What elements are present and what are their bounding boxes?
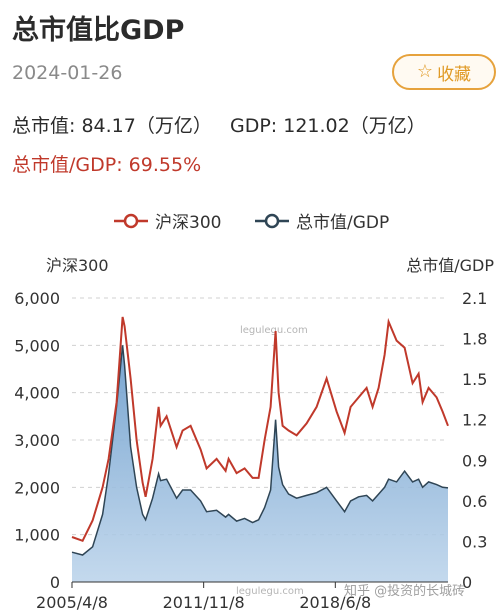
summary-line: 总市值: 84.17（万亿） GDP: 121.02（万亿）: [12, 111, 426, 138]
series-line-hs300: [71, 316, 449, 543]
market-cap-value: 84.17: [81, 115, 136, 137]
favorite-button[interactable]: ☆ 收藏: [392, 54, 496, 90]
x-tick-label: 2011/11/8: [163, 593, 245, 612]
legend-label-hs300: 沪深300: [155, 213, 221, 233]
y-right-tick-label: 1.5: [462, 370, 487, 389]
y-axis-left-title: 沪深300: [46, 256, 109, 275]
x-axis-ticks: 2005/4/8 2011/11/8 2018/6/8: [36, 582, 371, 612]
y-right-tick-label: 0.9: [462, 451, 487, 470]
x-tick-label: 2005/4/8: [36, 593, 108, 612]
legend-item-hs300[interactable]: 沪深300: [114, 213, 221, 233]
y-right-tick-label: 1.2: [462, 411, 487, 430]
market-cap-gdp-chart: 沪深300 总市值/GDP 沪深300 总市值/GDP 0 1,000 2,000 3…: [14, 213, 494, 612]
gdp-unit: （万亿）: [349, 115, 426, 137]
ratio-value: 69.55%: [128, 154, 202, 176]
page-title: 总市值比GDP: [12, 15, 185, 46]
y-axis-right-title: 总市值/GDP: [406, 256, 494, 275]
gdp-label: GDP:: [229, 115, 278, 137]
legend-label-ratio: 总市值/GDP: [296, 213, 389, 233]
watermark-source: 知乎 @投资的长城砖: [344, 583, 465, 599]
y-left-tick-label: 3,000: [14, 431, 60, 450]
watermark-top: legulegu.com: [240, 325, 308, 336]
y-right-tick-label: 0: [462, 573, 472, 592]
y-axis-left-ticks: 0 1,000 2,000 3,000 4,000 5,000 6,000: [14, 289, 60, 592]
legend-item-ratio[interactable]: 总市值/GDP: [255, 213, 389, 233]
y-left-tick-label: 0: [50, 573, 60, 592]
ratio-line: 总市值/GDP: 69.55%: [12, 150, 201, 177]
y-right-tick-label: 0.6: [462, 492, 487, 511]
ratio-label: 总市值/GDP:: [12, 154, 123, 176]
x-tick-label: 2018/6/8: [299, 593, 371, 612]
favorite-button-label: 收藏: [437, 64, 472, 85]
star-outline-icon: ☆: [416, 61, 434, 82]
report-date: 2024-01-26: [12, 62, 123, 84]
y-right-tick-label: 2.1: [462, 289, 487, 308]
y-axis-right-ticks: 0 0.3 0.6 0.9 1.2 1.5 1.8 2.1: [462, 289, 487, 592]
y-left-tick-label: 6,000: [14, 289, 60, 308]
y-left-tick-label: 1,000: [14, 526, 60, 545]
series-line-ratio: [71, 345, 449, 556]
market-cap-label: 总市值:: [12, 115, 76, 137]
ratio-area: [72, 345, 448, 582]
y-left-tick-label: 2,000: [14, 478, 60, 497]
chart-legend: 沪深300 总市值/GDP: [114, 213, 389, 233]
y-left-tick-label: 4,000: [14, 384, 60, 403]
gdp-value: 121.02: [283, 115, 350, 137]
y-right-tick-label: 1.8: [462, 330, 487, 349]
y-right-tick-label: 0.3: [462, 532, 487, 551]
market-cap-unit: （万亿）: [135, 115, 212, 137]
y-left-tick-label: 5,000: [14, 336, 60, 355]
watermark-bottom: legulegu.com: [236, 586, 304, 597]
